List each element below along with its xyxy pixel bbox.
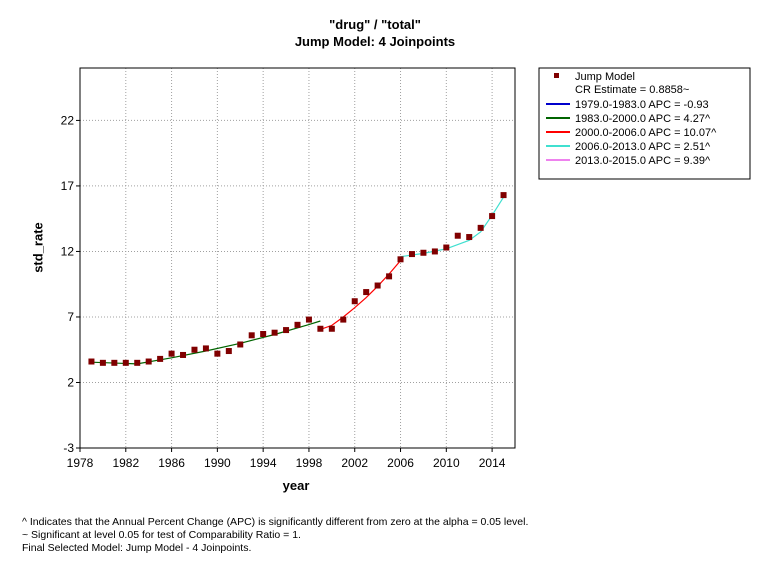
y-tick-label: 12 <box>61 244 75 258</box>
data-point <box>111 359 118 366</box>
data-point <box>397 256 404 263</box>
data-point <box>408 251 415 258</box>
x-tick-label: 1986 <box>158 456 185 470</box>
chart-title: "drug" / "total" <box>329 17 421 32</box>
fitted-curves <box>91 196 505 365</box>
data-point <box>500 192 507 199</box>
data-point <box>122 359 129 366</box>
axis-ticks: 1978 1982 1986 1990 1994 1998 2002 2006 2010 2014… <box>61 113 506 470</box>
y-tick-label: 7 <box>67 310 74 324</box>
chart-subtitle: Jump Model: 4 Joinpoints <box>294 34 456 49</box>
y-tick-label: 2 <box>67 375 74 389</box>
data-point <box>283 327 290 334</box>
data-point <box>305 316 312 323</box>
footnote-final-model: Final Selected Model: Jump Model - 4 Joi… <box>22 542 252 554</box>
x-tick-label: 2006 <box>387 456 414 470</box>
data-point <box>363 289 370 296</box>
x-axis-label: year <box>282 478 310 493</box>
data-point <box>202 345 209 352</box>
plot-frame <box>79 67 516 449</box>
data-point <box>157 355 164 362</box>
y-axis-label: std_rate <box>30 222 46 273</box>
data-point <box>454 232 461 239</box>
y-tick-label: 17 <box>61 179 75 193</box>
data-point <box>374 282 381 289</box>
data-point <box>191 346 198 353</box>
data-point <box>248 332 255 339</box>
data-point <box>214 350 221 357</box>
legend-label-jump-model: Jump Model <box>575 71 635 83</box>
data-point <box>294 321 301 328</box>
y-tick-label: 22 <box>61 113 75 127</box>
data-point <box>260 331 267 337</box>
observed-points <box>88 192 507 366</box>
data-point <box>145 358 152 365</box>
legend-label-segment: 2000.0-2006.0 APC = 10.07^ <box>575 127 717 139</box>
data-point <box>225 348 232 355</box>
x-tick-label: 1990 <box>204 456 231 470</box>
footnote-cr: ~ Significant at level 0.05 for test of … <box>22 529 301 541</box>
fit-line <box>91 320 321 365</box>
legend-label-segment: 1979.0-1983.0 APC = -0.93 <box>575 99 709 111</box>
data-point <box>328 325 335 332</box>
footnote-apc: ^ Indicates that the Annual Percent Chan… <box>22 516 529 528</box>
data-point <box>134 359 141 366</box>
data-point <box>237 341 244 348</box>
data-point <box>168 350 175 357</box>
data-point <box>431 248 438 255</box>
x-tick-label: 1998 <box>296 456 323 470</box>
legend-label-segment: 1983.0-2000.0 APC = 4.27^ <box>575 113 711 125</box>
legend-cr-estimate: CR Estimate = 0.8858~ <box>575 84 689 96</box>
data-point <box>99 359 106 366</box>
legend-box <box>538 67 751 180</box>
data-point <box>340 316 347 323</box>
grid <box>80 68 515 448</box>
x-tick-label: 1982 <box>112 456 139 470</box>
data-point <box>180 351 187 358</box>
fit-line <box>320 260 401 330</box>
legend-label-segment: 2006.0-2013.0 APC = 2.51^ <box>575 141 711 153</box>
data-point <box>386 273 393 280</box>
x-tick-label: 2002 <box>341 456 368 470</box>
data-point <box>489 213 496 220</box>
x-tick-label: 2010 <box>433 456 460 470</box>
fit-line <box>400 196 505 258</box>
x-tick-label: 2014 <box>479 456 506 470</box>
data-point <box>420 249 427 256</box>
data-point <box>351 298 358 305</box>
legend-label-segment: 2013.0-2015.0 APC = 9.39^ <box>575 155 711 167</box>
data-point <box>443 244 450 251</box>
x-tick-label: 1994 <box>250 456 277 470</box>
data-point <box>88 358 95 365</box>
y-tick-label: -3 <box>63 441 74 455</box>
data-point <box>317 325 324 332</box>
legend-marker-jump-model <box>554 73 559 78</box>
data-point <box>477 224 484 231</box>
x-tick-label: 1978 <box>67 456 94 470</box>
data-point <box>271 329 278 336</box>
data-point <box>466 234 473 241</box>
